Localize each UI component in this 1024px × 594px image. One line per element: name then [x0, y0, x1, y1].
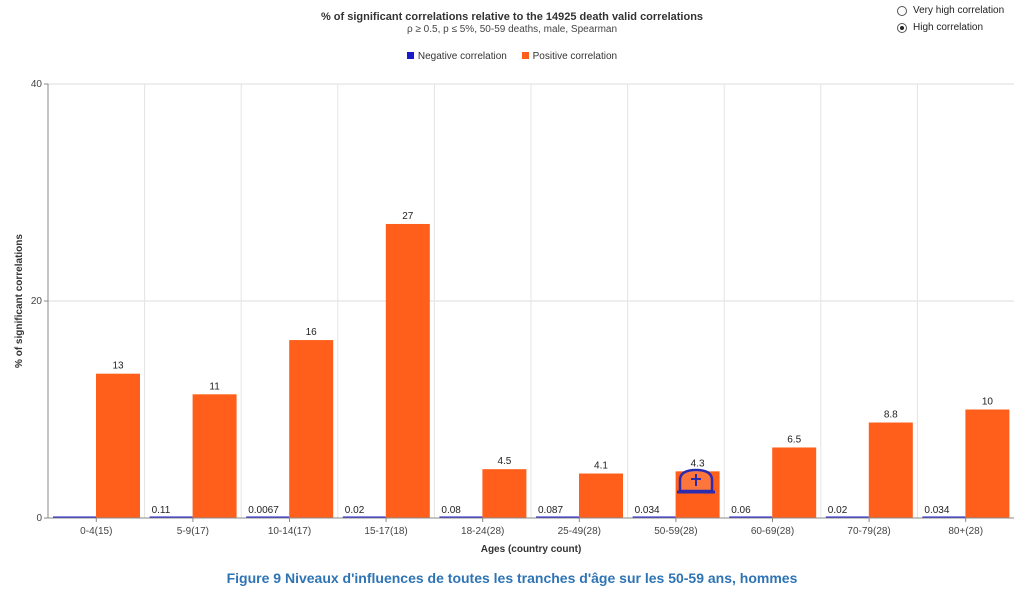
x-axis-ticks: 0-4(15) 5-9(17) 10-14(17) 15-17(18) 18-24(28… — [80, 518, 983, 537]
data-label-positive: 27 — [402, 211, 414, 222]
x-tick-label: 60-69(28) — [751, 526, 794, 537]
radio-button-icon[interactable] — [897, 22, 907, 33]
bars — [53, 223, 1010, 518]
y-tick-label: 20 — [31, 296, 43, 307]
y-tick-label: 40 — [31, 79, 43, 90]
data-label-negative: 0.06 — [731, 505, 751, 516]
bar-negative — [825, 516, 869, 518]
x-tick-label: 10-14(17) — [268, 526, 311, 537]
x-tick-label: 70-79(28) — [847, 526, 890, 537]
legend-swatch-negative — [406, 52, 414, 59]
legend-item-negative: Negative correlation — [406, 51, 507, 62]
bar-positive — [96, 373, 140, 518]
chart-subtitle: ρ ≥ 0.5, p ≤ 5%, 50-59 deaths, male, Spe… — [406, 24, 618, 35]
figure-caption: Figure 9 Niveaux d'influences de toutes … — [226, 570, 798, 586]
data-label-positive: 11 — [209, 381, 220, 392]
data-label-negative: 0.11 — [152, 505, 171, 516]
x-axis-title: Ages (country count) — [481, 544, 582, 555]
radio-dot-icon — [900, 25, 904, 30]
radio-label: Very high correlation — [913, 5, 1005, 16]
x-tick-label: 0-4(15) — [80, 526, 112, 537]
data-label-negative: 0.08 — [441, 505, 461, 516]
y-axis-ticks: 0 20 40 — [31, 79, 48, 524]
data-label-positive: 16 — [306, 327, 318, 338]
data-labels: 13 0.11 11 0.0067 16 0.02 27 0.08 4.5 0.087 4.1 0.0… — [112, 211, 993, 516]
data-label-positive: 4.1 — [594, 461, 608, 472]
chart-legend: Negative correlation Positive correlatio… — [0, 51, 1024, 62]
bar-positive — [482, 469, 527, 518]
legend-swatch-positive — [521, 52, 529, 59]
legend-label-positive: Positive correlation — [532, 51, 618, 62]
bar-positive — [385, 223, 430, 518]
bar-positive — [965, 409, 1010, 518]
x-tick-label: 5-9(17) — [177, 526, 209, 537]
tombstone-icon — [677, 468, 715, 494]
data-label-positive: 4.5 — [497, 456, 511, 467]
bar-negative — [149, 516, 193, 518]
bar-positive — [192, 394, 237, 518]
y-axis-title: % of significant correlations — [14, 234, 25, 368]
data-label-negative: 0.02 — [345, 505, 365, 516]
bar-negative — [632, 516, 676, 518]
data-label-negative: 0.087 — [538, 505, 563, 516]
x-tick-label: 50-59(28) — [654, 526, 697, 537]
data-label-positive: 10 — [982, 397, 994, 408]
bar-positive — [868, 422, 913, 518]
radio-high-correlation[interactable]: High correlation — [897, 19, 1004, 36]
y-tick-label: 0 — [36, 513, 42, 524]
radio-label: High correlation — [913, 22, 984, 33]
radio-button-icon[interactable] — [897, 5, 907, 16]
data-label-negative: 0.02 — [828, 505, 848, 516]
bar-positive — [579, 473, 623, 518]
legend-item-positive: Positive correlation — [521, 51, 618, 62]
bar-negative — [439, 516, 483, 518]
x-tick-label: 80+(28) — [948, 526, 983, 537]
bar-negative — [922, 516, 966, 518]
chart-title: % of significant correlations relative t… — [320, 11, 704, 23]
data-label-positive: 13 — [112, 361, 124, 372]
data-label-positive: 8.8 — [884, 410, 898, 421]
radio-very-high-correlation[interactable]: Very high correlation — [897, 2, 1004, 19]
bar-positive — [772, 447, 817, 518]
legend-label-negative: Negative correlation — [417, 51, 507, 62]
grid — [48, 83, 1014, 518]
data-label-positive: 4.3 — [691, 458, 705, 469]
data-label-positive: 6.5 — [787, 434, 801, 445]
x-tick-label: 25-49(28) — [558, 526, 601, 537]
bar-negative — [53, 516, 96, 518]
data-label-negative: 0.034 — [635, 505, 660, 516]
data-label-negative: 0.034 — [924, 505, 949, 516]
bar-negative — [729, 516, 773, 518]
x-tick-label: 15-17(18) — [364, 526, 407, 537]
bar-negative — [536, 516, 579, 518]
data-label-negative: 0.0067 — [248, 505, 279, 516]
bar-negative — [342, 516, 386, 518]
correlation-level-radio-group: Very high correlation High correlation — [897, 2, 1004, 36]
bar-negative — [246, 516, 290, 518]
x-tick-label: 18-24(28) — [461, 526, 504, 537]
bar-positive — [289, 340, 334, 518]
